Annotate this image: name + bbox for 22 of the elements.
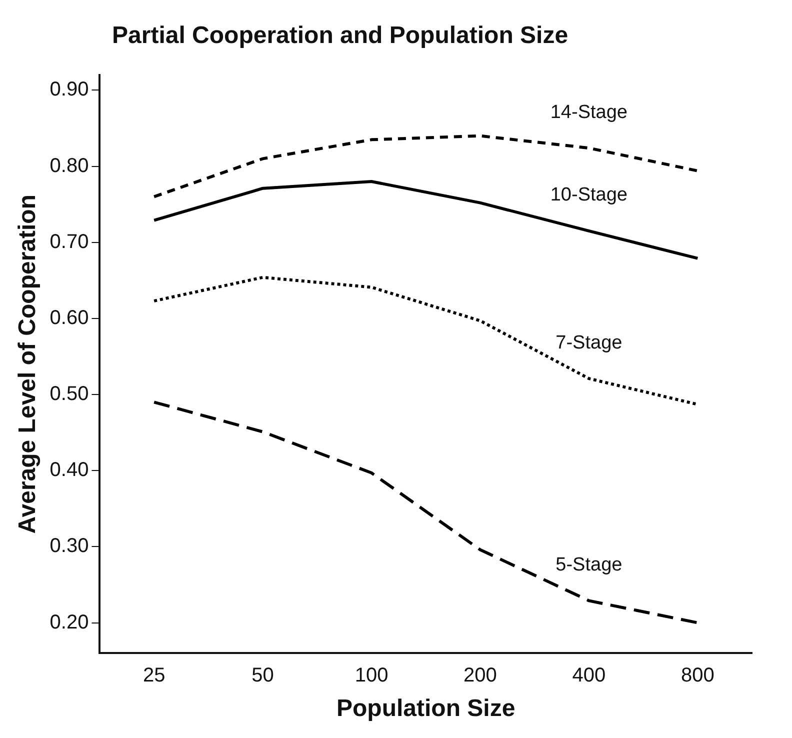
series-label: 5-Stage <box>556 554 622 576</box>
chart-title: Partial Cooperation and Population Size <box>112 22 568 50</box>
series-label: 7-Stage <box>556 332 622 354</box>
y-tick-label: 0.50 <box>50 383 89 406</box>
x-tick-label: 100 <box>354 664 388 687</box>
y-tick-label: 0.90 <box>50 78 89 101</box>
series-label: 14-Stage <box>550 102 628 123</box>
x-tick-label: 400 <box>572 664 606 687</box>
x-axis-title: Population Size <box>336 695 516 722</box>
x-tick-label: 200 <box>464 664 497 687</box>
x-tick-label: 50 <box>252 664 274 687</box>
y-axis-title: Average Level of Cooperation <box>14 194 42 534</box>
y-tick-label: 0.20 <box>50 611 89 634</box>
y-tick-label: 0.80 <box>50 154 89 177</box>
y-tick-label: 0.40 <box>50 459 89 482</box>
y-tick-label: 0.60 <box>50 306 89 329</box>
x-tick-label: 800 <box>680 664 714 687</box>
series-label: 10-Stage <box>550 184 628 206</box>
y-tick-label: 0.70 <box>50 230 89 253</box>
line-series <box>152 400 700 624</box>
y-tick-label: 0.30 <box>50 535 89 558</box>
x-tick-label: 25 <box>142 664 166 687</box>
